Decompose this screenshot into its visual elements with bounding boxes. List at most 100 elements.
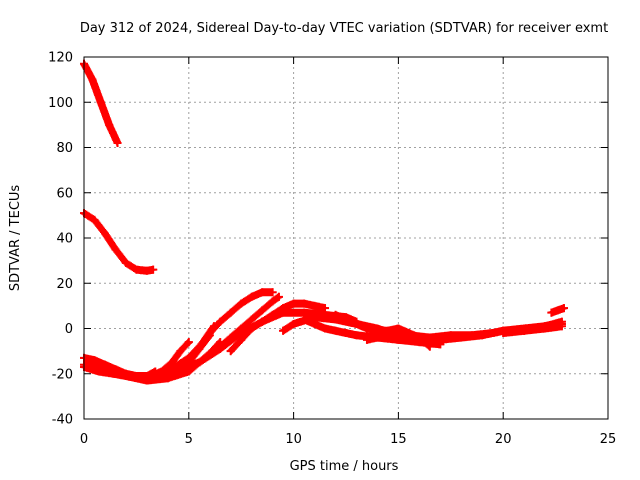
data-point [541,322,550,331]
data-point [383,331,392,340]
data-point [321,324,330,333]
data-point [425,342,434,351]
x-tick-label: 0 [80,432,88,447]
data-point [352,331,361,340]
data-point [226,308,235,317]
data-point [237,299,246,308]
data-points [80,59,568,385]
data-point [90,215,99,224]
data-point [100,365,109,374]
data-point [559,304,568,313]
data-point [557,317,566,326]
data-point [321,304,330,313]
y-axis-ticks: -40 -20 0 20 40 60 80 100 120 [48,51,608,428]
y-tick-label: 80 [56,141,73,156]
data-point [149,265,158,274]
data-point [362,335,371,344]
data-point [310,313,319,322]
data-point [310,301,319,310]
x-axis-ticks: 0 5 10 15 20 25 [80,57,616,447]
series-track-16 [404,319,566,342]
data-point [142,376,151,385]
data-point [499,329,508,338]
data-point [342,329,350,338]
data-point [488,329,497,338]
data-point [90,356,99,365]
y-axis-label: SDTVAR / TECUs [8,185,23,292]
data-point [184,338,193,347]
chart-title: Day 312 of 2024, Sidereal Day-to-day VTE… [80,21,608,36]
data-point [226,347,235,356]
series-track-2 [80,209,158,275]
data-point [121,258,130,267]
data-point [342,315,350,324]
data-point [88,75,97,84]
data-point [163,367,172,376]
y-tick-label: 100 [48,96,73,111]
data-point [258,288,267,297]
data-point [111,245,120,254]
data-point [205,329,214,338]
data-point [247,292,256,301]
data-point [352,319,361,328]
data-point [436,340,445,349]
data-point [247,324,256,333]
data-point [237,324,246,333]
x-tick-label: 25 [600,432,617,447]
data-point [553,306,562,315]
data-point [300,315,309,324]
data-point [467,331,476,340]
data-point [268,297,277,306]
x-tick-label: 5 [185,432,193,447]
plot-frame [83,56,609,420]
data-point [216,317,225,326]
data-point [274,292,283,301]
data-point [195,358,204,367]
data-point [184,353,193,362]
series-track-18 [547,304,568,317]
data-point [96,98,105,107]
series-track-17 [499,317,566,338]
data-point [176,347,185,356]
series-track-11 [226,299,330,356]
data-point [547,308,556,317]
data-point [142,266,151,275]
data-point [132,265,141,274]
data-point [331,310,340,319]
x-tick-label: 10 [285,432,302,447]
data-point [394,335,403,344]
data-point [268,288,277,297]
data-point [258,317,267,326]
data-point [300,308,309,317]
data-point [100,229,109,238]
data-point [289,319,298,328]
data-point [113,138,122,147]
y-tick-label: -20 [52,367,73,382]
data-point [446,331,455,340]
x-tick-label: 15 [390,432,407,447]
y-tick-label: 40 [56,232,73,247]
y-tick-label: 60 [56,186,73,201]
data-point [289,299,298,308]
y-tick-label: 20 [56,277,73,292]
data-point [362,324,371,333]
series-track-9 [205,288,277,338]
x-axis-label: GPS time / hours [290,459,399,474]
data-point [279,326,288,335]
data-point [310,319,319,328]
data-point [258,306,267,315]
data-point [247,315,256,324]
y-tick-label: -40 [52,413,73,428]
data-point [174,365,183,374]
data-point [237,335,246,344]
data-point [331,326,340,335]
data-point [197,340,206,349]
data-point [268,310,277,319]
data-point [147,374,156,383]
data-point [373,326,382,335]
data-point [279,304,288,313]
data-point [520,326,529,335]
data-point [105,120,114,129]
data-point [373,333,382,342]
data-point [394,329,403,338]
